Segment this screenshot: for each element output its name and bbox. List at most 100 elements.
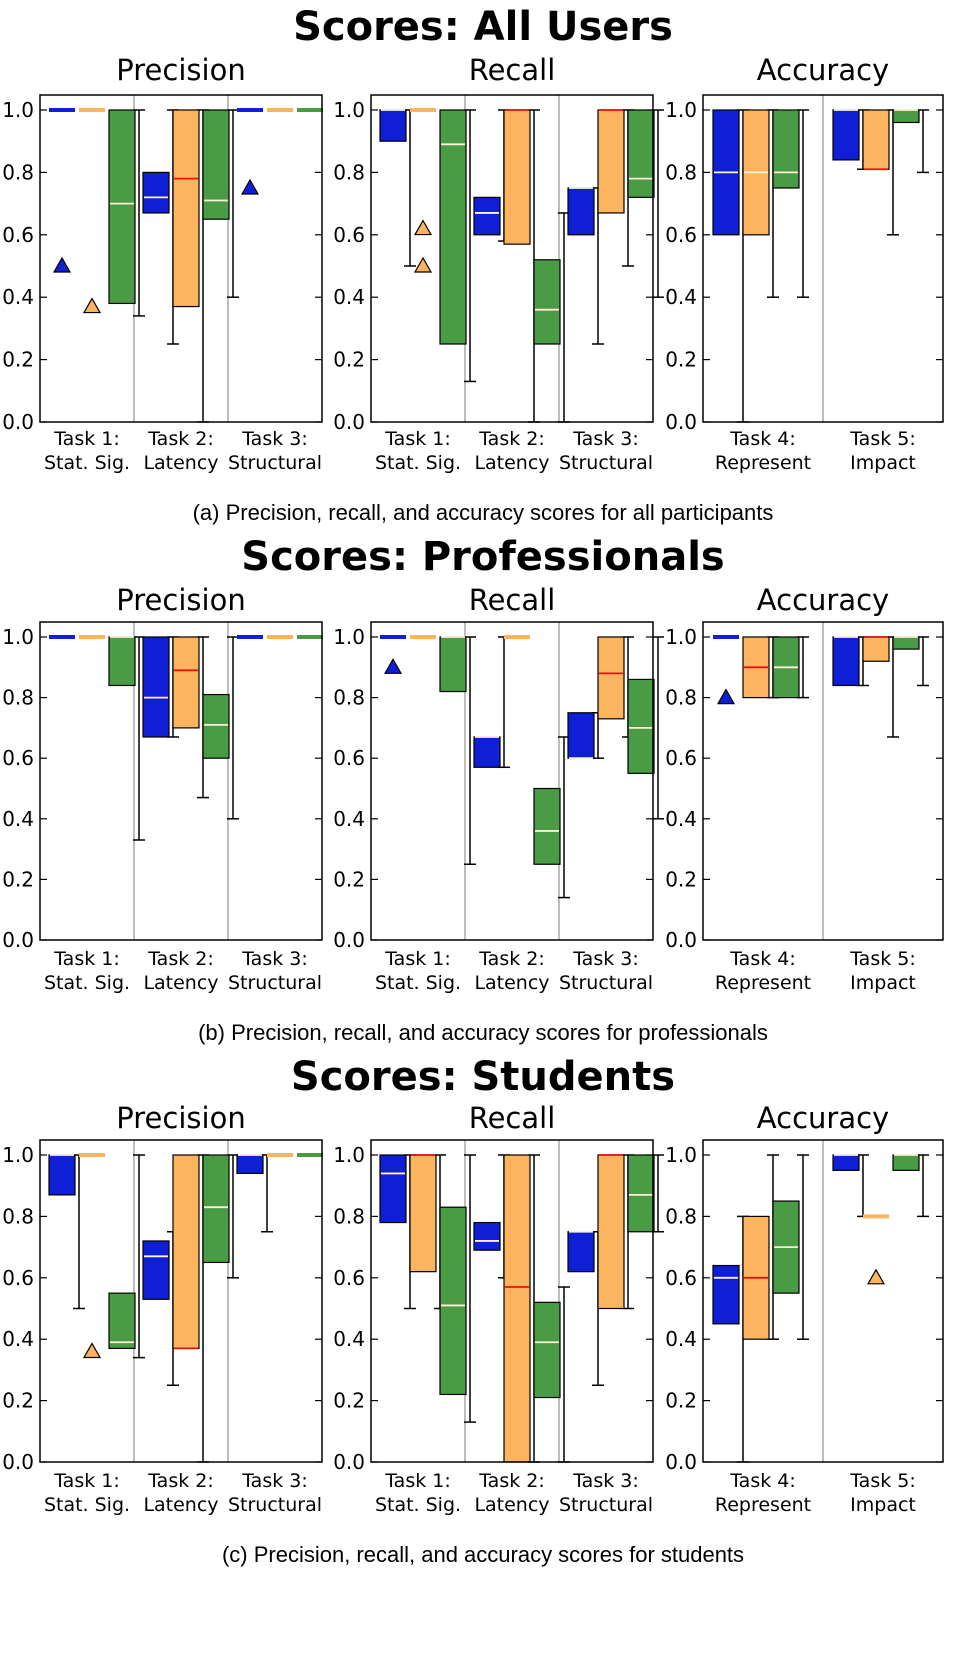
x-group-label: Task 4:	[729, 1470, 796, 1492]
y-tick-label: 0.8	[333, 1204, 365, 1228]
box-blue	[236, 1154, 264, 1175]
box-green	[439, 1206, 467, 1396]
x-group-label: Task 3:	[241, 948, 308, 970]
box-orange	[862, 636, 890, 662]
box-green	[439, 636, 467, 693]
x-group-label: Task 4:	[729, 428, 796, 450]
box-green	[892, 109, 920, 124]
outlier-triangle	[716, 688, 736, 705]
x-group-label: Task 2:	[147, 1470, 214, 1492]
x-group-label: Structural	[228, 1494, 322, 1516]
box-green	[202, 109, 230, 220]
box-green	[202, 693, 230, 759]
y-tick-label: 0.8	[333, 686, 365, 710]
x-group-label: Structural	[559, 972, 653, 994]
box-green	[627, 1154, 655, 1233]
box-green	[108, 636, 136, 687]
section-heading: Scores: Professionals	[241, 534, 724, 580]
x-group-label: Task 5:	[849, 1470, 916, 1492]
y-tick-label: 0.4	[2, 285, 34, 309]
y-tick-label: 0.6	[665, 1266, 697, 1290]
section-heading: Scores: All Users	[293, 4, 673, 50]
panel-frame	[370, 1139, 654, 1463]
y-tick-label: 0.4	[2, 807, 34, 831]
y-tick-label: 0.0	[2, 410, 34, 434]
panel-title: Accuracy	[757, 53, 889, 87]
y-tick-label: 0.4	[2, 1327, 34, 1351]
panel-title: Precision	[116, 53, 245, 87]
x-group-label: Impact	[850, 452, 916, 474]
y-tick-label: 0.4	[333, 285, 365, 309]
y-tick-label: 1.0	[2, 98, 34, 122]
y-tick-label: 0.8	[333, 160, 365, 184]
x-group-label: Task 5:	[849, 428, 916, 450]
y-tick-label: 0.4	[665, 1327, 697, 1351]
y-tick-label: 1.0	[333, 1143, 365, 1167]
y-tick-label: 0.6	[2, 223, 34, 247]
y-tick-label: 0.8	[665, 686, 697, 710]
x-group-label: Stat. Sig.	[375, 972, 461, 994]
x-group-label: Stat. Sig.	[44, 1494, 130, 1516]
y-tick-label: 1.0	[665, 98, 697, 122]
x-group-label: Task 2:	[478, 428, 545, 450]
box-green	[202, 1154, 230, 1264]
y-tick-label: 0.4	[665, 807, 697, 831]
box-orange	[172, 636, 200, 729]
box-blue	[142, 171, 170, 214]
panel-frame	[39, 621, 323, 941]
y-tick-label: 0.8	[2, 160, 34, 184]
x-group-label: Stat. Sig.	[375, 1494, 461, 1516]
box-orange	[862, 109, 890, 170]
box-orange	[597, 1154, 625, 1310]
box-blue	[567, 1231, 595, 1273]
y-tick-label: 0.6	[665, 223, 697, 247]
x-group-label: Stat. Sig.	[44, 972, 130, 994]
y-tick-label: 0.4	[333, 1327, 365, 1351]
figure-caption: (b) Precision, recall, and accuracy scor…	[198, 1020, 768, 1045]
x-group-label: Latency	[143, 1494, 218, 1516]
box-blue	[48, 1154, 76, 1196]
panel-frame	[39, 1139, 323, 1463]
x-group-label: Task 2:	[147, 948, 214, 970]
box-orange	[172, 109, 200, 308]
y-tick-label: 0.6	[2, 746, 34, 770]
x-group-label: Task 1:	[384, 1470, 451, 1492]
y-tick-label: 0.4	[333, 807, 365, 831]
x-group-label: Task 4:	[729, 948, 796, 970]
y-tick-label: 0.0	[665, 410, 697, 434]
y-tick-label: 0.6	[333, 223, 365, 247]
y-tick-label: 1.0	[333, 98, 365, 122]
box-orange	[597, 636, 625, 720]
y-tick-label: 0.4	[665, 285, 697, 309]
y-tick-label: 1.0	[665, 625, 697, 649]
y-tick-label: 1.0	[333, 625, 365, 649]
box-green	[533, 787, 561, 865]
outlier-triangle	[82, 297, 102, 314]
x-group-label: Task 3:	[241, 428, 308, 450]
box-blue	[712, 1264, 740, 1325]
y-tick-label: 0.8	[2, 686, 34, 710]
panel-frame	[702, 621, 944, 941]
y-tick-label: 0.0	[333, 1450, 365, 1474]
x-group-label: Task 1:	[384, 428, 451, 450]
box-orange	[409, 1154, 437, 1273]
panel-frame	[702, 1139, 944, 1463]
box-orange	[172, 1154, 200, 1350]
y-tick-label: 0.2	[333, 1389, 365, 1413]
box-blue	[832, 1154, 860, 1171]
box-blue	[832, 636, 860, 687]
x-group-label: Task 3:	[241, 1470, 308, 1492]
x-group-label: Latency	[143, 972, 218, 994]
box-blue	[567, 712, 595, 759]
figure-caption: (c) Precision, recall, and accuracy scor…	[222, 1542, 744, 1567]
x-group-label: Latency	[474, 1494, 549, 1516]
outlier-triangle	[82, 1342, 102, 1359]
outlier-triangle	[240, 178, 260, 195]
y-tick-label: 0.2	[333, 867, 365, 891]
box-green	[108, 109, 136, 305]
box-orange	[597, 109, 625, 214]
x-group-label: Task 3:	[572, 948, 639, 970]
box-blue	[567, 187, 595, 236]
